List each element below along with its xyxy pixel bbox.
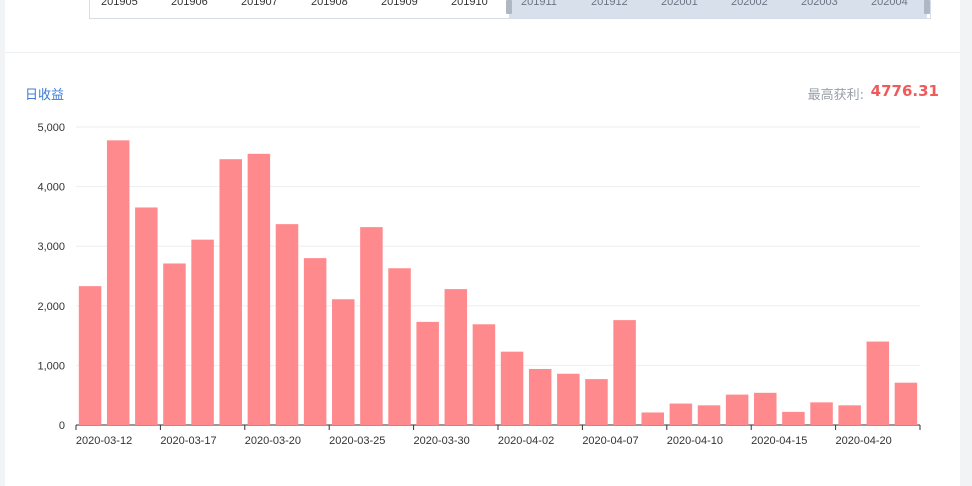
x-tick-label: 2020-03-30 bbox=[414, 435, 470, 447]
bar-2020-04-09[interactable] bbox=[613, 320, 636, 425]
max-profit-value: 4776.31 bbox=[870, 82, 939, 100]
y-tick-label: 0 bbox=[59, 420, 65, 432]
x-tick-label: 2020-03-17 bbox=[160, 435, 216, 447]
bar-2020-03-25[interactable] bbox=[332, 299, 355, 425]
bar-2020-04-10[interactable] bbox=[641, 412, 664, 425]
bar-2020-04-23[interactable] bbox=[894, 382, 918, 425]
bar-2020-04-16[interactable] bbox=[754, 392, 777, 425]
bar-2020-03-18[interactable] bbox=[191, 239, 214, 425]
x-tick-label: 2020-03-20 bbox=[245, 435, 301, 447]
y-tick-label: 2,000 bbox=[37, 301, 65, 313]
bar-2020-04-15[interactable] bbox=[725, 394, 749, 425]
bar-2020-04-20[interactable] bbox=[810, 402, 833, 425]
slider-label: 202001 bbox=[661, 0, 698, 8]
max-profit-label: 最高获利: bbox=[807, 88, 864, 103]
slider-label: 201907 bbox=[241, 0, 278, 8]
slider-label: 201911 bbox=[521, 0, 557, 8]
bar-2020-03-12[interactable] bbox=[78, 286, 102, 425]
bar-2020-04-01[interactable] bbox=[472, 324, 496, 425]
bar-2020-03-23[interactable] bbox=[275, 224, 299, 425]
slider-right-handle[interactable] bbox=[924, 0, 930, 14]
y-tick-label: 1,000 bbox=[37, 360, 65, 372]
bar-2020-04-14[interactable] bbox=[697, 405, 721, 425]
bar-2020-03-16[interactable] bbox=[135, 207, 158, 425]
bar-2020-04-22[interactable] bbox=[866, 341, 890, 425]
bar-2020-04-02[interactable] bbox=[500, 351, 524, 425]
bar-2020-04-21[interactable] bbox=[838, 405, 861, 425]
y-axis: 0 1,000 2,000 3,000 4,000 5,000 bbox=[37, 122, 65, 432]
x-tick-label: 2020-04-15 bbox=[751, 435, 807, 447]
x-tick-label: 2020-04-02 bbox=[498, 435, 554, 447]
slider-label: 201908 bbox=[311, 0, 348, 8]
x-tick-label: 2020-04-20 bbox=[836, 435, 892, 447]
x-axis: 2020-03-12 2020-03-17 2020-03-20 2020-03-25… bbox=[75, 425, 921, 447]
bar-2020-03-17[interactable] bbox=[163, 263, 186, 425]
slider-label: 201910 bbox=[451, 0, 488, 8]
y-tick-label: 3,000 bbox=[37, 241, 65, 253]
bar-2020-03-30[interactable] bbox=[416, 321, 439, 425]
x-tick-label: 2020-04-10 bbox=[667, 435, 723, 447]
chart-title: 日收益 bbox=[25, 88, 65, 103]
bar-2020-04-03[interactable] bbox=[528, 368, 552, 425]
grid-lines bbox=[76, 126, 920, 426]
bar-2020-04-08[interactable] bbox=[585, 379, 608, 425]
bar-2020-03-27[interactable] bbox=[388, 268, 411, 425]
slider-label: 202004 bbox=[871, 0, 908, 8]
slider-label: 201906 bbox=[171, 0, 208, 8]
slider-left-handle[interactable] bbox=[506, 0, 512, 14]
bar-2020-03-20[interactable] bbox=[247, 153, 271, 425]
data-zoom-slider[interactable]: 201905 201906 201907 201908 201909 201910 2019… bbox=[89, 0, 931, 22]
y-tick-label: 4,000 bbox=[37, 182, 65, 194]
bars bbox=[78, 140, 918, 426]
divider bbox=[5, 52, 960, 53]
x-tick-label: 2020-03-25 bbox=[329, 435, 385, 447]
bar-2020-04-07[interactable] bbox=[557, 373, 580, 425]
slider-label: 201905 bbox=[101, 0, 138, 8]
bar-2020-03-24[interactable] bbox=[303, 258, 327, 425]
bar-2020-03-26[interactable] bbox=[360, 227, 383, 425]
bar-2020-04-13[interactable] bbox=[669, 403, 693, 425]
x-tick-label: 2020-03-12 bbox=[76, 435, 132, 447]
bar-2020-03-31[interactable] bbox=[444, 289, 468, 425]
x-tick-label: 2020-04-07 bbox=[582, 435, 638, 447]
bar-2020-03-13[interactable] bbox=[106, 140, 130, 426]
slider-label: 201912 bbox=[591, 0, 628, 8]
slider-label: 202003 bbox=[801, 0, 838, 8]
bar-2020-03-19[interactable] bbox=[219, 159, 242, 425]
slider-label: 201909 bbox=[381, 0, 418, 8]
bar-2020-04-17[interactable] bbox=[782, 411, 805, 425]
slider-label: 202002 bbox=[731, 0, 768, 8]
slider-selected-range[interactable] bbox=[509, 0, 927, 18]
y-tick-label: 5,000 bbox=[37, 122, 65, 134]
